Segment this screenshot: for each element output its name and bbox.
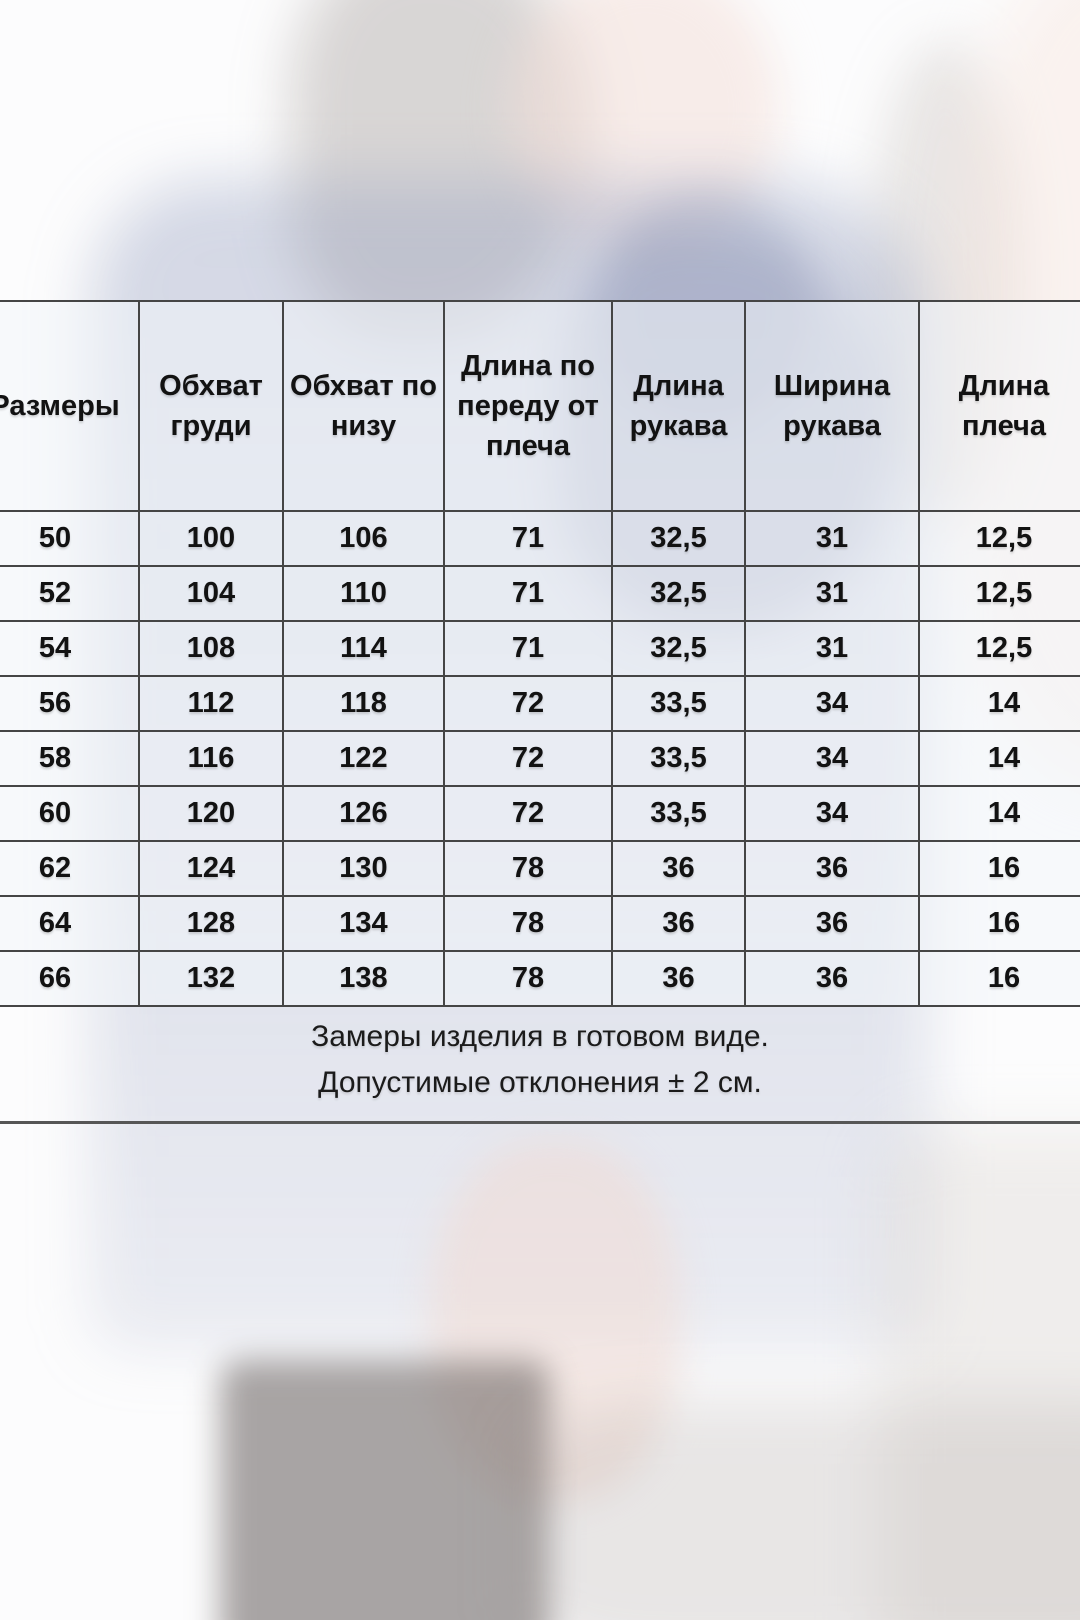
photo-lower-shadow	[520, 1400, 1080, 1620]
column-header-shoulder-length: Длина плеча	[918, 300, 1080, 512]
column-header-bottom: Обхват по низу	[282, 300, 445, 512]
cell: 132	[138, 950, 284, 1007]
table-row-size-56: 56 112 118 72 33,5 34 14	[0, 675, 1080, 732]
cell: 50	[0, 510, 140, 567]
cell: 78	[443, 840, 613, 897]
cell: 122	[282, 730, 445, 787]
cell: 106	[282, 510, 445, 567]
cell: 32,5	[611, 510, 746, 567]
cell: 112	[138, 675, 284, 732]
cell: 72	[443, 675, 613, 732]
cell: 130	[282, 840, 445, 897]
cell: 33,5	[611, 785, 746, 842]
cell: 58	[0, 730, 140, 787]
table-row-size-64: 64 128 134 78 36 36 16	[0, 895, 1080, 952]
cell: 108	[138, 620, 284, 677]
frame-bottom-line	[0, 1121, 1080, 1124]
photo-face	[510, 0, 780, 260]
column-header-sleeve-width: Ширина рукава	[744, 300, 920, 512]
cell: 16	[918, 950, 1080, 1007]
size-table: Размеры Обхват груди Обхват по низу Длин…	[0, 300, 1080, 1007]
cell: 36	[611, 895, 746, 952]
cell: 118	[282, 675, 445, 732]
cell: 72	[443, 785, 613, 842]
cell: 54	[0, 620, 140, 677]
table-row-size-54: 54 108 114 71 32,5 31 12,5	[0, 620, 1080, 677]
cell: 71	[443, 565, 613, 622]
cell: 120	[138, 785, 284, 842]
column-header-sizes: Размеры	[0, 300, 140, 512]
measurement-note-line1: Замеры изделия в готовом виде.	[311, 1020, 769, 1053]
table-row-size-66: 66 132 138 78 36 36 16	[0, 950, 1080, 1007]
photo-skirt	[880, 1130, 1080, 1620]
cell: 60	[0, 785, 140, 842]
cell: 34	[744, 730, 920, 787]
table-row-size-50: 50 100 106 71 32,5 31 12,5	[0, 510, 1080, 567]
cell: 110	[282, 565, 445, 622]
cell: 116	[138, 730, 284, 787]
cell: 16	[918, 895, 1080, 952]
cell: 62	[0, 840, 140, 897]
column-header-front-length: Длина по переду от плеча	[443, 300, 613, 512]
cell: 31	[744, 510, 920, 567]
table-row-size-60: 60 120 126 72 33,5 34 14	[0, 785, 1080, 842]
cell: 14	[918, 785, 1080, 842]
cell: 36	[744, 950, 920, 1007]
cell: 12,5	[918, 565, 1080, 622]
cell: 32,5	[611, 620, 746, 677]
cell: 36	[744, 895, 920, 952]
cell: 78	[443, 895, 613, 952]
cell: 126	[282, 785, 445, 842]
cell: 72	[443, 730, 613, 787]
cell: 14	[918, 675, 1080, 732]
cell: 33,5	[611, 730, 746, 787]
cell: 78	[443, 950, 613, 1007]
cell: 138	[282, 950, 445, 1007]
cell: 134	[282, 895, 445, 952]
cell: 71	[443, 510, 613, 567]
table-row-size-52: 52 104 110 71 32,5 31 12,5	[0, 565, 1080, 622]
table-row-size-58: 58 116 122 72 33,5 34 14	[0, 730, 1080, 787]
cell: 14	[918, 730, 1080, 787]
cell: 56	[0, 675, 140, 732]
cell: 31	[744, 565, 920, 622]
column-header-sleeve-length: Длина рукава	[611, 300, 746, 512]
cell: 34	[744, 675, 920, 732]
cell: 32,5	[611, 565, 746, 622]
photo-handbag	[220, 1360, 550, 1620]
cell: 124	[138, 840, 284, 897]
cell: 52	[0, 565, 140, 622]
measurement-note-line2: Допустимые отклонения ± 2 см.	[318, 1066, 762, 1099]
cell: 36	[611, 950, 746, 1007]
cell: 12,5	[918, 510, 1080, 567]
cell: 34	[744, 785, 920, 842]
cell: 31	[744, 620, 920, 677]
table-row-size-62: 62 124 130 78 36 36 16	[0, 840, 1080, 897]
cell: 114	[282, 620, 445, 677]
cell: 104	[138, 565, 284, 622]
cell: 64	[0, 895, 140, 952]
cell: 33,5	[611, 675, 746, 732]
cell: 12,5	[918, 620, 1080, 677]
header-row: Размеры Обхват груди Обхват по низу Длин…	[0, 300, 1080, 512]
column-header-chest: Обхват груди	[138, 300, 284, 512]
cell: 36	[744, 840, 920, 897]
cell: 66	[0, 950, 140, 1007]
cell: 36	[611, 840, 746, 897]
measurement-note: Замеры изделия в готовом виде. Допустимы…	[0, 1014, 1080, 1106]
cell: 100	[138, 510, 284, 567]
cell: 16	[918, 840, 1080, 897]
cell: 71	[443, 620, 613, 677]
cell: 128	[138, 895, 284, 952]
